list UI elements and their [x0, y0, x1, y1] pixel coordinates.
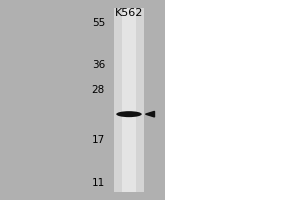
- Text: 17: 17: [92, 135, 105, 145]
- Bar: [165, 0, 300, 200]
- Polygon shape: [146, 111, 154, 117]
- Text: 55: 55: [92, 18, 105, 28]
- Text: 11: 11: [92, 178, 105, 188]
- Ellipse shape: [116, 111, 142, 117]
- Text: K562: K562: [115, 8, 143, 18]
- Bar: [114, 8, 144, 192]
- Text: 36: 36: [92, 60, 105, 70]
- Text: 28: 28: [92, 85, 105, 95]
- Bar: [122, 8, 136, 192]
